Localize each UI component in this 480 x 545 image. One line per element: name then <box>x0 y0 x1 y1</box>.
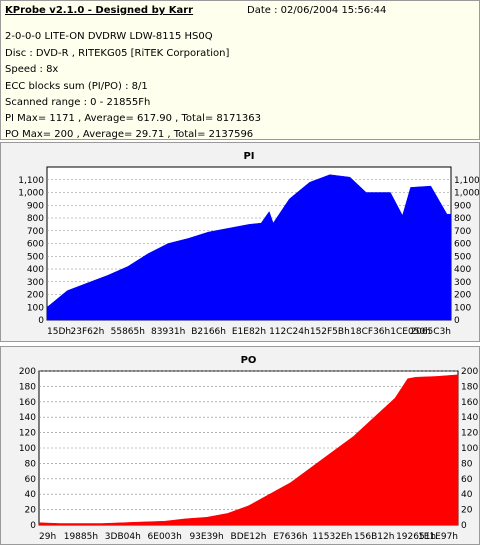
y-tick-label-right: 1,100 <box>454 176 479 186</box>
y-tick-label-left: 140 <box>19 413 36 423</box>
y-tick-label-left: 20 <box>25 506 37 516</box>
chart-title: PI <box>243 151 254 162</box>
x-tick-label: 1E1E97h <box>418 532 458 542</box>
x-tick-label: 18CF36h <box>350 327 390 337</box>
y-tick-label-left: 600 <box>27 240 44 250</box>
po-stats-line: PO Max= 200 , Average= 29.71 , Total= 21… <box>5 129 254 140</box>
x-tick-label: 112C24h <box>269 327 310 337</box>
y-tick-label-right: 60 <box>461 475 473 485</box>
y-tick-label-left: 500 <box>27 252 44 262</box>
y-tick-label-left: 100 <box>19 444 36 454</box>
y-tick-label-left: 200 <box>27 291 44 301</box>
y-tick-label-right: 400 <box>454 265 471 275</box>
x-tick-label: 15Dh <box>47 327 71 337</box>
x-tick-label: 2065C3h <box>410 327 451 337</box>
series-area <box>38 374 459 526</box>
y-tick-label-right: 100 <box>461 444 478 454</box>
y-tick-label-right: 0 <box>454 316 460 326</box>
y-tick-label-left: 180 <box>19 382 36 392</box>
pi-stats-line: PI Max= 1171 , Average= 617.90 , Total= … <box>5 113 261 124</box>
y-tick-label-right: 700 <box>454 227 471 237</box>
y-tick-label-left: 1,000 <box>18 189 44 199</box>
y-tick-label-left: 60 <box>25 475 37 485</box>
x-tick-label: 19885h <box>64 532 98 542</box>
x-tick-label: 192651h <box>396 532 436 542</box>
y-tick-label-left: 200 <box>19 367 36 377</box>
y-tick-label-left: 0 <box>38 316 44 326</box>
series-area <box>46 174 452 321</box>
x-tick-label: E1E82h <box>232 327 266 337</box>
x-tick-label: 152F5Bh <box>310 327 350 337</box>
y-tick-label-right: 500 <box>454 252 471 262</box>
y-tick-label-right: 200 <box>461 367 478 377</box>
x-tick-label: 93E39h <box>189 532 223 542</box>
y-tick-label-left: 160 <box>19 398 36 408</box>
y-tick-label-left: 1,100 <box>18 176 44 186</box>
y-tick-label-right: 120 <box>461 429 478 439</box>
y-tick-label-left: 100 <box>27 303 44 313</box>
disc-line: Disc : DVD-R , RITEKG05 [RiTEK Corporati… <box>5 48 230 59</box>
y-tick-label-left: 0 <box>30 521 36 531</box>
y-tick-label-right: 300 <box>454 278 471 288</box>
drive-line: 2-0-0-0 LITE-ON DVDRW LDW-8115 HS0Q <box>5 31 213 42</box>
y-tick-label-left: 120 <box>19 429 36 439</box>
app-title: KProbe v2.1.0 - Designed by Karr <box>5 5 194 16</box>
x-tick-label: 23F62h <box>71 327 105 337</box>
x-tick-label: 11532Eh <box>312 532 352 542</box>
y-tick-label-right: 100 <box>454 303 471 313</box>
y-tick-label-right: 600 <box>454 240 471 250</box>
po-chart-panel: PO 200 200 180 180 160 160 140 140 120 120 100 100 80… <box>0 346 480 545</box>
x-tick-label: 29h <box>39 532 56 542</box>
y-tick-label-right: 180 <box>461 382 478 392</box>
y-tick-label-right: 80 <box>461 459 473 469</box>
x-tick-label: 3DB04h <box>105 532 141 542</box>
y-tick-label-right: 900 <box>454 201 471 211</box>
y-tick-label-right: 40 <box>461 490 473 500</box>
scan-date: Date : 02/06/2004 15:56:44 <box>247 5 387 16</box>
y-tick-label-right: 20 <box>461 506 473 516</box>
y-tick-label-right: 1,000 <box>454 189 479 199</box>
x-tick-label: 55865h <box>111 327 145 337</box>
pi-chart: PI 1,100 1,100 1,000 1,000 900 900 800 800 700 700… <box>18 151 479 337</box>
y-tick-label-left: 400 <box>27 265 44 275</box>
y-tick-label-right: 160 <box>461 398 478 408</box>
pi-chart-panel: PI 1,100 1,100 1,000 1,000 900 900 800 800 700 700… <box>0 142 480 342</box>
x-tick-label: 6E003h <box>148 532 182 542</box>
disc-info-panel: KProbe v2.1.0 - Designed by Karr Date : … <box>0 0 480 140</box>
y-tick-label-right: 800 <box>454 214 471 224</box>
ecc-line: ECC blocks sum (PI/PO) : 8/1 <box>5 81 148 92</box>
x-tick-label: B2166h <box>191 327 226 337</box>
range-line: Scanned range : 0 - 21855Fh <box>5 97 151 108</box>
y-tick-label-right: 0 <box>461 521 467 531</box>
y-tick-label-left: 300 <box>27 278 44 288</box>
y-tick-label-left: 800 <box>27 214 44 224</box>
y-tick-label-left: 40 <box>25 490 37 500</box>
y-tick-label-right: 200 <box>454 291 471 301</box>
x-tick-label: 1CE050h <box>390 327 431 337</box>
x-tick-label: 156B12h <box>354 532 395 542</box>
speed-line: Speed : 8x <box>5 64 59 75</box>
y-tick-label-left: 900 <box>27 201 44 211</box>
x-tick-label: BDE12h <box>231 532 267 542</box>
y-tick-label-left: 700 <box>27 227 44 237</box>
chart-title: PO <box>241 355 257 366</box>
x-tick-label: E7636h <box>273 532 307 542</box>
y-tick-label-right: 140 <box>461 413 478 423</box>
y-tick-label-left: 80 <box>25 459 37 469</box>
x-tick-label: 83931h <box>151 327 185 337</box>
